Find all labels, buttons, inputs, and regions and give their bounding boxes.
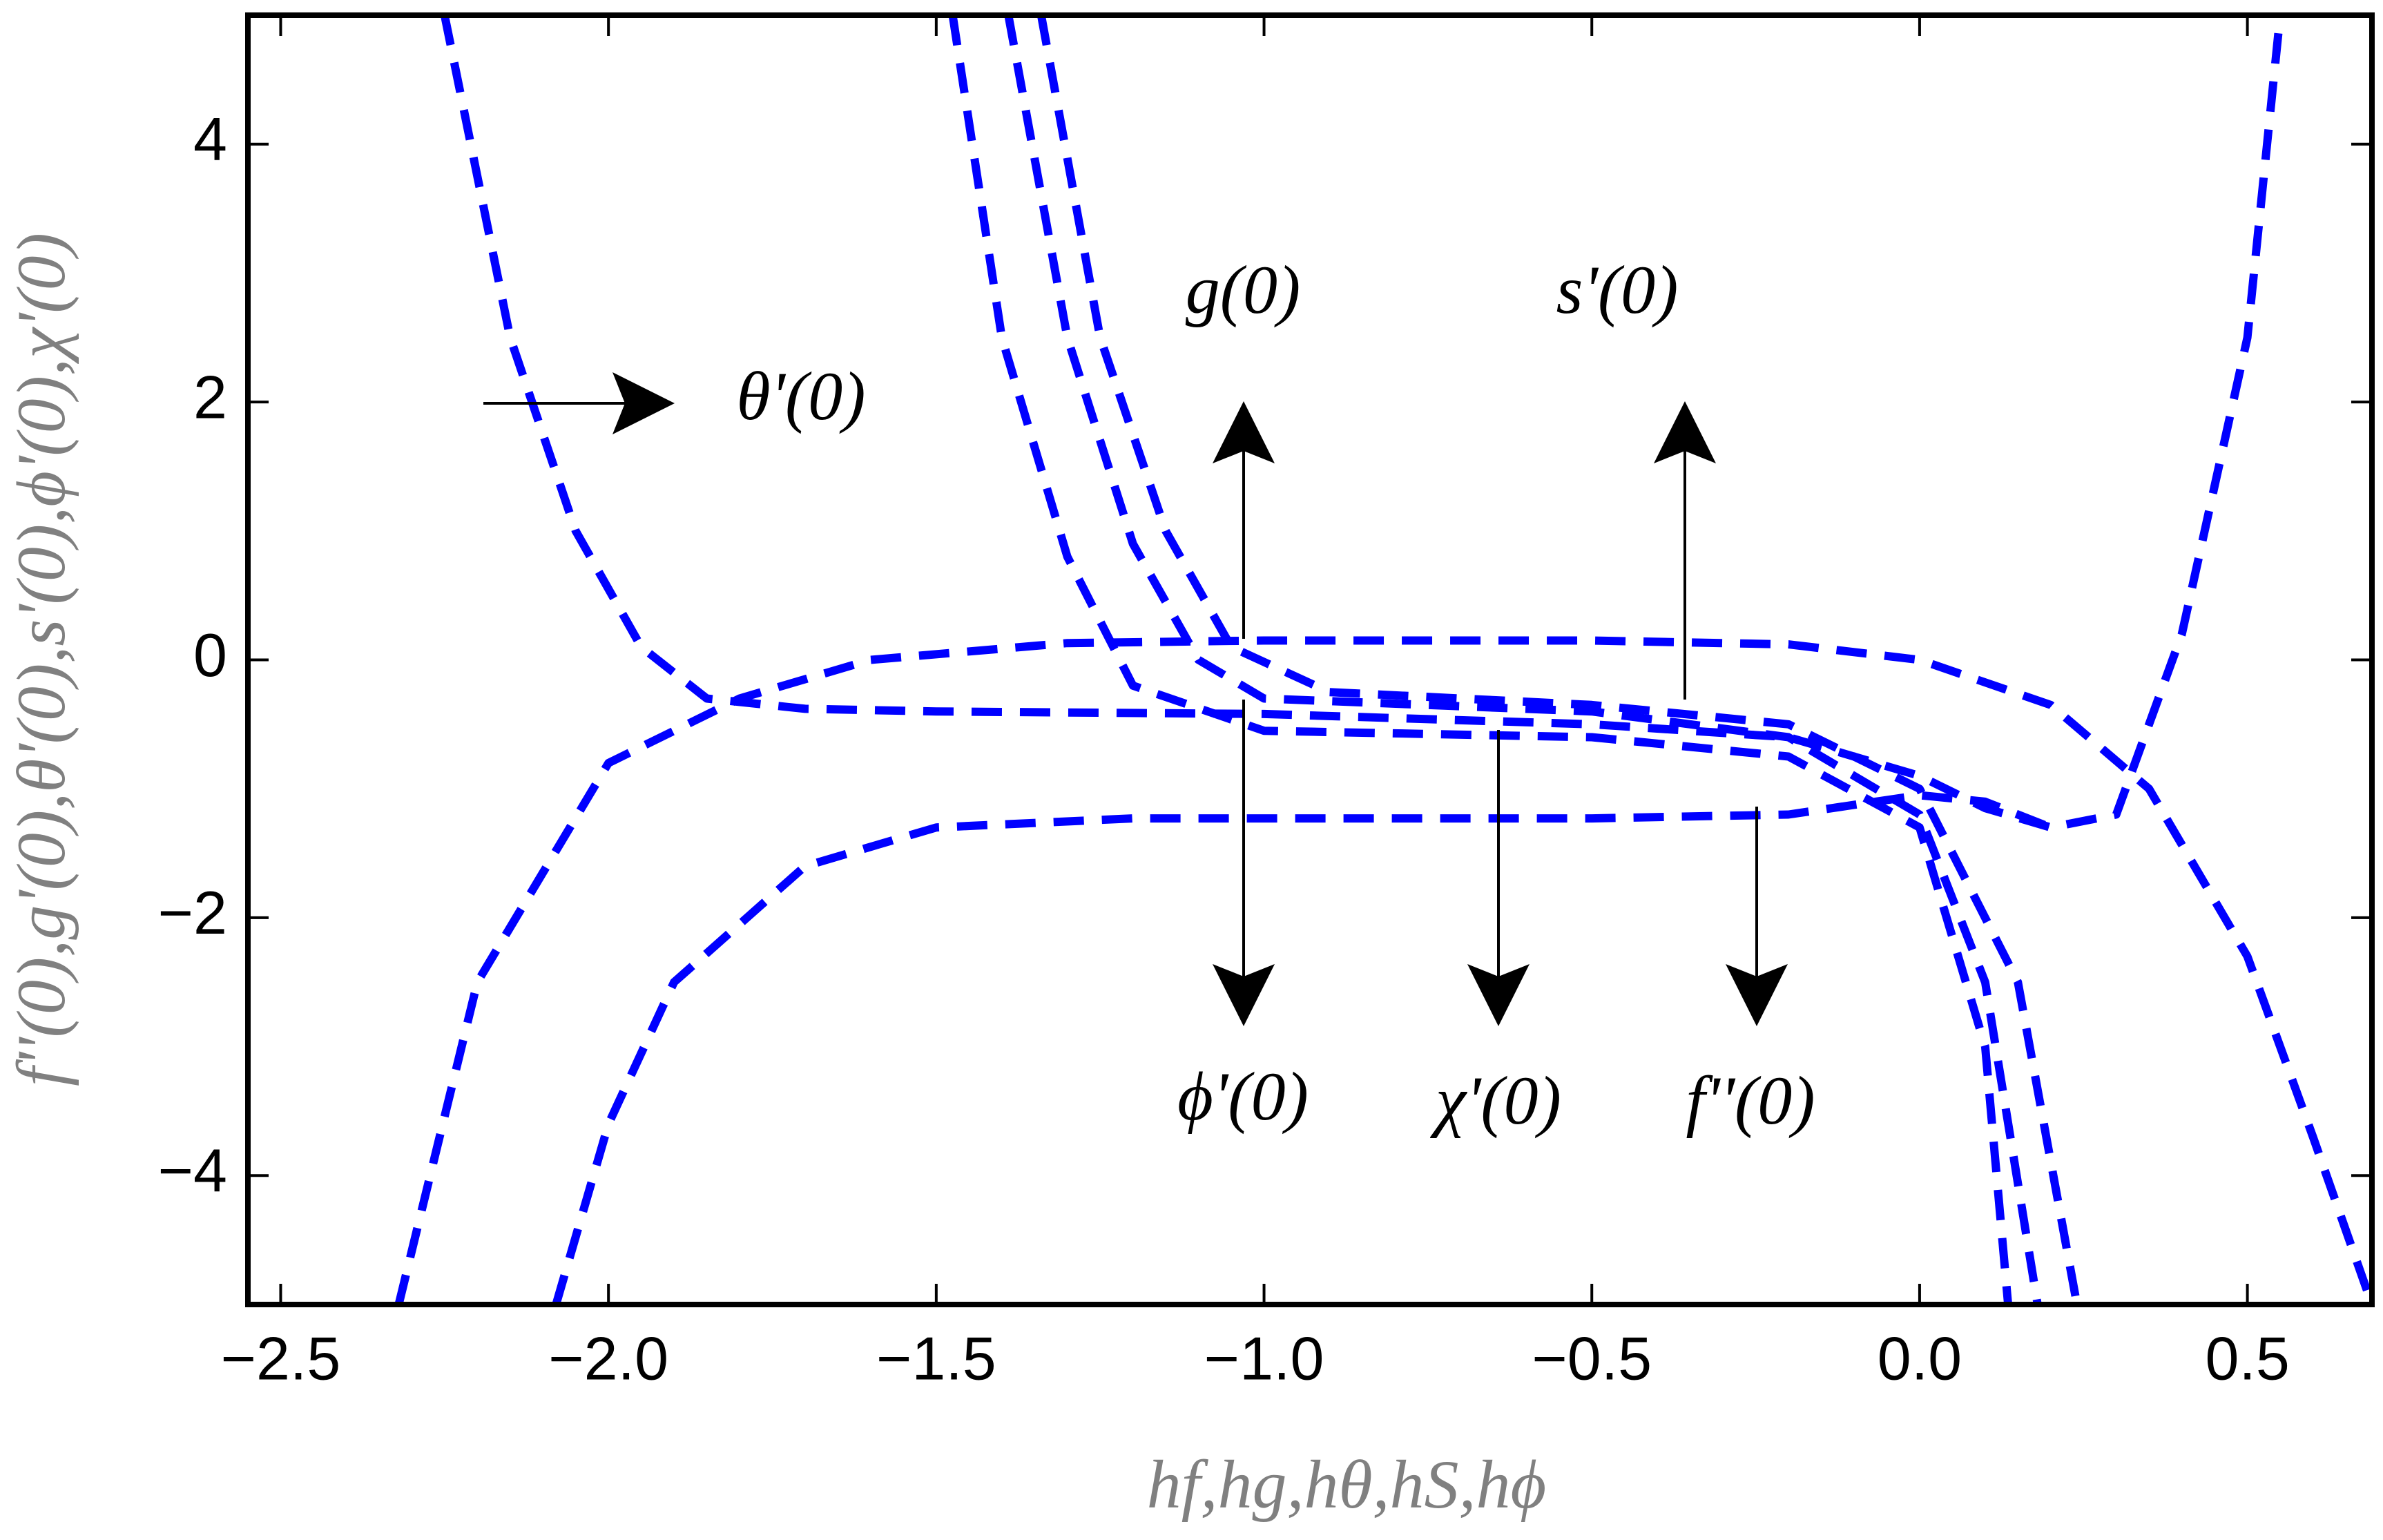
x-tick-label: −1.0: [1204, 1324, 1324, 1392]
annotation: s'(0): [1556, 251, 1679, 328]
plot-area: [394, 15, 2372, 1305]
x-tick-label: −0.5: [1532, 1324, 1652, 1392]
y-tick-label: 2: [193, 363, 227, 431]
annotation: g(0): [1186, 251, 1301, 328]
y-tick-label: 0: [193, 621, 227, 689]
y-tick-label: −4: [158, 1137, 227, 1205]
y-axis-label: f''(0),g'(0),θ'(0),s'(0),ϕ'(0),χ'(0): [3, 233, 79, 1086]
x-axis-label: hf,hg,hθ,hS,hϕ: [1147, 1446, 1547, 1523]
plot-frame: [245, 12, 2375, 1307]
annotation: χ'(0): [1429, 1062, 1561, 1139]
data-line: [394, 636, 2372, 1305]
data-line: [440, 15, 2285, 832]
annotation: f''(0): [1686, 1062, 1815, 1139]
data-line: [948, 15, 2013, 1305]
y-tick-label: 4: [193, 105, 227, 173]
x-tick-label: −2.5: [221, 1324, 341, 1392]
data-line: [552, 791, 2052, 1305]
annotation: θ'(0): [736, 358, 865, 434]
x-tick-label: 0.5: [2205, 1324, 2289, 1392]
annotation: ϕ'(0): [1177, 1058, 1309, 1135]
y-tick-label: −2: [158, 878, 227, 947]
x-tick-label: −2.0: [548, 1324, 668, 1392]
x-tick-label: 0.0: [1878, 1324, 1962, 1392]
data-line: [1004, 15, 2042, 1305]
x-tick-label: −1.5: [876, 1324, 996, 1392]
